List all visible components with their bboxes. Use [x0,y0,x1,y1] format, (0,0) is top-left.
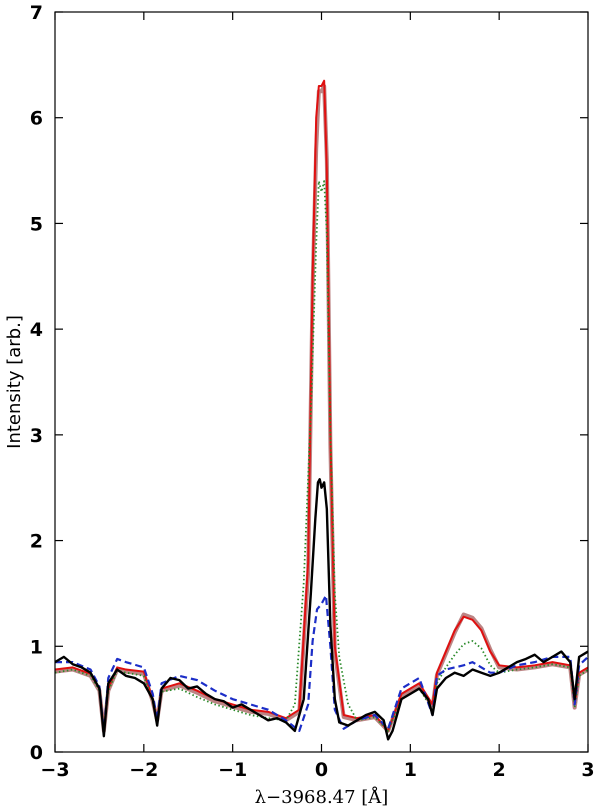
series-line-2 [55,84,588,733]
x-tick-label: 2 [493,759,506,781]
x-tick-label: 0 [315,759,328,781]
series-line-1 [55,79,588,732]
y-tick-label: 4 [30,319,43,341]
x-tick-label: 3 [581,759,594,781]
y-tick-label: 2 [30,531,43,553]
x-tick-label: −2 [129,759,158,781]
labels-layer: −3 −2 −1 0 1 2 3 0 1 2 3 4 5 6 7 [30,2,595,781]
x-axis-label: λ−3968.47 [Å] [255,786,389,808]
y-tick-label: 6 [30,108,43,130]
plot-frame [54,11,589,753]
series-line-3 [55,180,588,732]
y-tick-label: 3 [30,425,43,447]
y-tick-label: 0 [30,742,43,764]
x-tick-label: −1 [218,759,247,781]
series-line-4 [55,594,588,735]
series-line-5 [55,478,588,741]
x-tick-label: 1 [404,759,417,781]
x-tick-label: −3 [40,759,69,781]
y-tick-label: 7 [30,2,43,24]
ticks-layer [54,11,589,753]
y-tick-label: 1 [30,636,43,658]
y-tick-label: 5 [30,213,43,235]
series-layer [55,79,588,741]
y-axis-label: Intensity [arb.] [4,315,25,449]
